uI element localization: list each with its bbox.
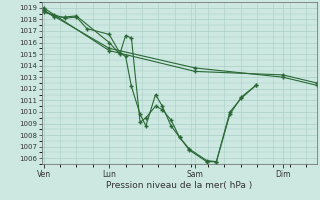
X-axis label: Pression niveau de la mer( hPa ): Pression niveau de la mer( hPa )	[106, 181, 252, 190]
